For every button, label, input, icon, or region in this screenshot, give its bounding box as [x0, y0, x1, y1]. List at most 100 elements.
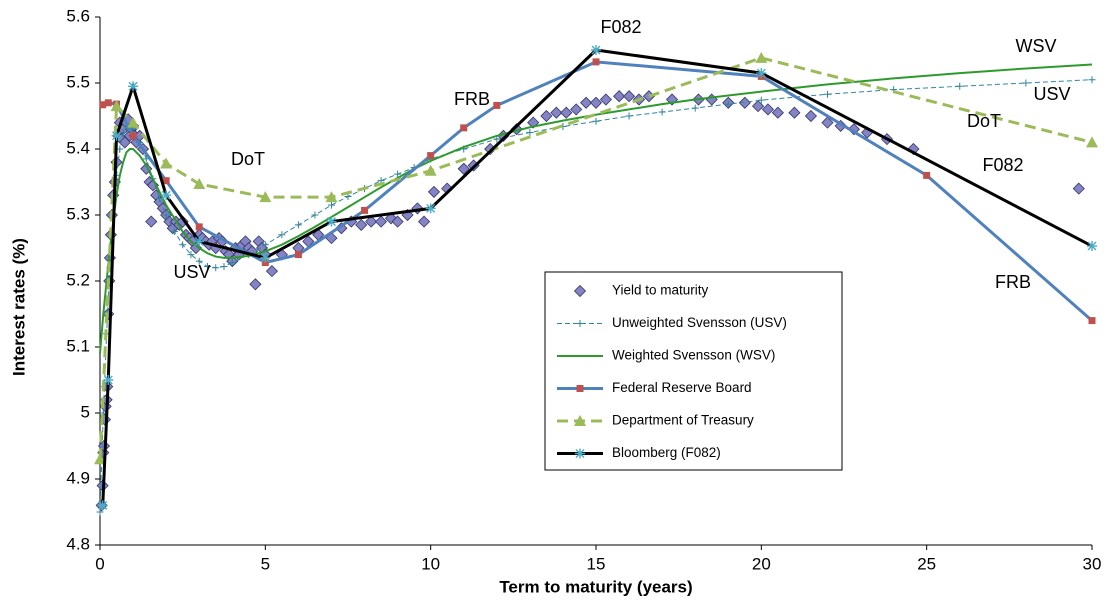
marker-diamond	[623, 90, 636, 103]
marker-diamond	[176, 215, 189, 228]
marker-plus	[261, 241, 269, 249]
marker-diamond	[599, 93, 612, 106]
y-tick-label: 4.8	[66, 534, 90, 553]
x-tick-label: 30	[1083, 554, 1102, 573]
marker-plus	[96, 508, 104, 516]
x-tick-label: 0	[95, 554, 104, 573]
marker-square	[1088, 317, 1096, 325]
marker-plus	[278, 231, 286, 239]
y-tick-label: 5	[81, 402, 90, 421]
marker-diamond	[145, 215, 158, 228]
marker-triangle	[755, 51, 768, 63]
marker-plus	[212, 264, 220, 272]
annotation: DoT	[231, 149, 265, 169]
marker-diamond	[249, 278, 262, 291]
annotation: F082	[600, 17, 641, 37]
marker-triangle	[110, 100, 123, 112]
marker-diamond	[417, 215, 431, 228]
legend-label: Federal Reserve Board	[612, 380, 752, 395]
marker-plus	[228, 259, 236, 267]
x-axis-title: Term to maturity (years)	[499, 577, 692, 596]
marker-triangle	[424, 164, 437, 176]
marker-square	[361, 206, 369, 214]
marker-plus	[203, 262, 211, 270]
marker-asterisk	[1087, 241, 1097, 252]
marker-diamond	[146, 179, 159, 192]
x-tick-label: 25	[917, 554, 936, 573]
marker-triangle	[94, 453, 106, 465]
marker-diamond	[613, 90, 626, 103]
marker-diamond	[573, 284, 587, 298]
y-tick-label: 5.6	[66, 6, 90, 25]
marker-plus	[823, 90, 831, 98]
marker-diamond	[457, 162, 470, 175]
y-axis-title: Interest rates (%)	[9, 238, 28, 376]
marker-diamond	[427, 185, 441, 198]
y-tick-label: 5.2	[66, 270, 90, 289]
marker-triangle	[259, 191, 272, 203]
legend-label: Yield to maturity	[612, 283, 709, 298]
marker-diamond	[821, 116, 834, 129]
marker-diamond	[540, 109, 553, 123]
marker-square	[99, 101, 107, 109]
y-tick-label: 5.1	[66, 336, 90, 355]
y-tick-label: 4.9	[66, 468, 90, 487]
x-tick-label: 15	[587, 554, 606, 573]
marker-plus	[170, 228, 178, 235]
legend-label: Bloomberg (F082)	[612, 445, 721, 460]
marker-square	[162, 177, 170, 185]
legend-label: Weighted Svensson (WSV)	[612, 348, 775, 363]
marker-triangle	[574, 415, 586, 426]
marker-diamond	[580, 96, 593, 109]
marker-diamond	[804, 109, 817, 123]
marker-square	[129, 132, 137, 140]
marker-asterisk	[260, 252, 271, 263]
series-line	[101, 48, 1093, 506]
marker-diamond	[560, 106, 573, 119]
y-tick-label: 5.4	[66, 138, 90, 157]
marker-asterisk	[591, 45, 601, 55]
marker-asterisk	[194, 236, 205, 247]
marker-diamond	[589, 96, 603, 109]
marker-triangle	[127, 116, 140, 128]
marker-diamond	[834, 119, 847, 132]
marker-plus	[956, 82, 964, 90]
legend-label: Department of Treasury	[612, 413, 754, 428]
marker-diamond	[1072, 182, 1085, 195]
marker-diamond	[771, 106, 784, 119]
annotation: FRB	[454, 89, 490, 109]
marker-plus	[1022, 79, 1030, 87]
marker-asterisk	[97, 500, 108, 511]
marker-plus	[179, 241, 187, 249]
marker-diamond	[570, 103, 583, 116]
y-tick-label: 5.3	[66, 204, 90, 223]
marker-plus	[658, 108, 666, 116]
series-line	[99, 63, 1093, 354]
marker-square	[592, 58, 600, 66]
marker-diamond	[705, 93, 718, 106]
x-tick-label: 20	[752, 554, 771, 573]
marker-diamond	[355, 218, 368, 231]
legend-label: Unweighted Svensson (USV)	[612, 315, 787, 330]
marker-asterisk	[575, 448, 585, 459]
marker-plus	[294, 221, 302, 229]
marker-diamond	[751, 100, 765, 113]
marker-diamond	[365, 215, 378, 228]
marker-diamond	[738, 96, 751, 109]
marker-plus	[625, 112, 633, 120]
marker-plus	[311, 211, 319, 219]
annotation: USV	[173, 262, 210, 282]
marker-asterisk	[128, 81, 139, 92]
marker-asterisk	[161, 190, 172, 201]
marker-plus	[691, 104, 699, 112]
marker-diamond	[335, 222, 348, 235]
marker-plus	[394, 170, 402, 178]
legend-box	[544, 271, 843, 471]
marker-plus	[592, 117, 600, 125]
marker-diamond	[265, 265, 279, 278]
marker-asterisk	[111, 130, 122, 141]
marker-plus	[327, 201, 335, 209]
marker-diamond	[391, 215, 404, 228]
marker-triangle	[160, 157, 173, 169]
